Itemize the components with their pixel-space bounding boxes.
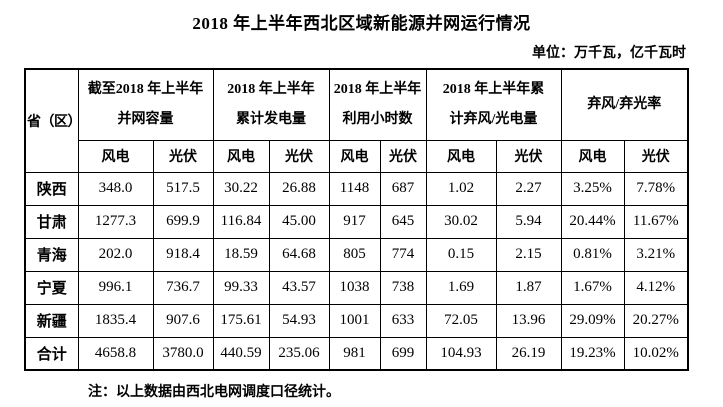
table-cell: 72.05: [425, 303, 497, 338]
table-cell: 699.9: [152, 204, 214, 239]
subheader-solar: 光伏: [495, 139, 562, 173]
table-cell: 202.0: [77, 237, 154, 272]
new-energy-grid-table: 省（区） 截至2018 年上半年 并网容量 2018 年上半年 累计发电量 20…: [24, 68, 690, 371]
table-cell: 116.84: [212, 204, 270, 239]
table-cell: 30.02: [425, 204, 497, 239]
table-cell: 20.44%: [560, 204, 625, 239]
table-cell: 1.02: [425, 171, 497, 206]
table-cell: 1.87: [495, 270, 562, 305]
row-label: 陕西: [24, 171, 79, 206]
table-cell: 2.15: [495, 237, 562, 272]
subheader-solar: 光伏: [152, 139, 214, 173]
table-cell: 1.69: [425, 270, 497, 305]
subheader-solar: 光伏: [268, 139, 330, 173]
subheader-solar: 光伏: [623, 139, 689, 173]
table-cell: 99.33: [212, 270, 270, 305]
table-cell: 26.88: [268, 171, 330, 206]
header-province: 省（区）: [24, 68, 79, 173]
table-cell: 1835.4: [77, 303, 154, 338]
subheader-wind: 风电: [425, 139, 497, 173]
table-cell: 3.21%: [623, 237, 689, 272]
table-cell: 981: [328, 336, 381, 371]
table-cell: 0.15: [425, 237, 497, 272]
table-cell: 7.78%: [623, 171, 689, 206]
table-cell: 1.67%: [560, 270, 625, 305]
table-cell: 687: [379, 171, 427, 206]
row-label-total: 合计: [24, 336, 79, 371]
table-cell: 736.7: [152, 270, 214, 305]
header-group-row: 省（区） 截至2018 年上半年 并网容量 2018 年上半年 累计发电量 20…: [24, 68, 689, 173]
header-group-utilization-hours: 2018 年上半年 利用小时数: [328, 68, 427, 141]
table-cell: 64.68: [268, 237, 330, 272]
table-cell: 13.96: [495, 303, 562, 338]
table-cell: 440.59: [212, 336, 270, 371]
header-group-curtailed-energy: 2018 年上半年累 计弃风/光电量: [425, 68, 562, 141]
row-label: 新疆: [24, 303, 79, 338]
subheader-solar: 光伏: [379, 139, 427, 173]
table-row-shaanxi: 陕西 348.0 517.5 30.22 26.88 1148 687 1.02…: [24, 171, 689, 206]
table-cell: 18.59: [212, 237, 270, 272]
header-group-curtailment-rate: 弃风/弃光率: [560, 68, 689, 141]
table-cell: 29.09%: [560, 303, 625, 338]
table-cell: 5.94: [495, 204, 562, 239]
row-label: 甘肃: [24, 204, 79, 239]
table-cell: 2.27: [495, 171, 562, 206]
page-title: 2018 年上半年西北区域新能源并网运行情况: [192, 14, 531, 33]
table-cell: 10.02%: [623, 336, 689, 371]
table-row-gansu: 甘肃 1277.3 699.9 116.84 45.00 917 645 30.…: [24, 204, 689, 239]
row-label: 青海: [24, 237, 79, 272]
subheader-wind: 风电: [560, 139, 625, 173]
header-group-grid-capacity: 截至2018 年上半年 并网容量: [77, 68, 214, 141]
table-cell: 1148: [328, 171, 381, 206]
table-cell: 45.00: [268, 204, 330, 239]
table-cell: 517.5: [152, 171, 214, 206]
table-cell: 774: [379, 237, 427, 272]
table-cell: 645: [379, 204, 427, 239]
table-cell: 175.61: [212, 303, 270, 338]
table-row-ningxia: 宁夏 996.1 736.7 99.33 43.57 1038 738 1.69…: [24, 270, 689, 305]
subheader-wind: 风电: [328, 139, 381, 173]
table-cell: 0.81%: [560, 237, 625, 272]
table-cell: 235.06: [268, 336, 330, 371]
table-cell: 3.25%: [560, 171, 625, 206]
table-cell: 699: [379, 336, 427, 371]
table-row-qinghai: 青海 202.0 918.4 18.59 64.68 805 774 0.15 …: [24, 237, 689, 272]
subheader-wind: 风电: [77, 139, 154, 173]
table-cell: 26.19: [495, 336, 562, 371]
table-cell: 30.22: [212, 171, 270, 206]
table-cell: 907.6: [152, 303, 214, 338]
table-row-xinjiang: 新疆 1835.4 907.6 175.61 54.93 1001 633 72…: [24, 303, 689, 338]
table-cell: 3780.0: [152, 336, 214, 371]
table-cell: 805: [328, 237, 381, 272]
table-cell: 4658.8: [77, 336, 154, 371]
table-cell: 104.93: [425, 336, 497, 371]
table-cell: 4.12%: [623, 270, 689, 305]
table-cell: 54.93: [268, 303, 330, 338]
table-cell: 1277.3: [77, 204, 154, 239]
table-row-total: 合计 4658.8 3780.0 440.59 235.06 981 699 1…: [24, 336, 689, 371]
table-cell: 1038: [328, 270, 381, 305]
table-cell: 11.67%: [623, 204, 689, 239]
table-cell: 917: [328, 204, 381, 239]
table-cell: 1001: [328, 303, 381, 338]
table-cell: 996.1: [77, 270, 154, 305]
row-label: 宁夏: [24, 270, 79, 305]
subheader-wind: 风电: [212, 139, 270, 173]
table-cell: 19.23%: [560, 336, 625, 371]
footnote: 注：以上数据由西北电网调度口径统计。: [88, 385, 340, 400]
table-cell: 738: [379, 270, 427, 305]
table-cell: 43.57: [268, 270, 330, 305]
table-cell: 348.0: [77, 171, 154, 206]
table-cell: 633: [379, 303, 427, 338]
header-group-generation: 2018 年上半年 累计发电量: [212, 68, 330, 141]
unit-note: 单位：万千瓦，亿千瓦时: [532, 46, 686, 61]
table-cell: 918.4: [152, 237, 214, 272]
header-sub-row: 风电 光伏 风电 光伏 风电 光伏 风电 光伏 风电 光伏: [25, 139, 689, 173]
table-cell: 20.27%: [623, 303, 689, 338]
